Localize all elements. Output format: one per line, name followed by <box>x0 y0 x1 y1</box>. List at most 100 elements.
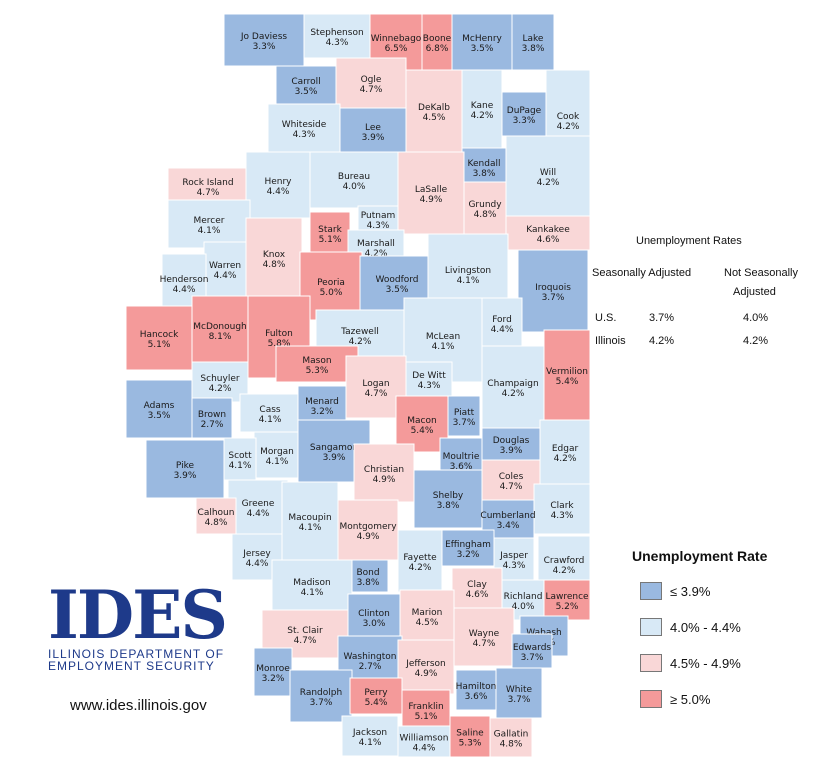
county-shape <box>261 609 349 659</box>
county-rate: 6.8% <box>426 44 449 54</box>
county-name: Morgan <box>260 447 294 457</box>
county-shape <box>453 607 515 667</box>
county-name: Jackson <box>352 728 387 738</box>
county-shape <box>357 205 399 233</box>
county-shape <box>353 443 415 503</box>
county-name: DuPage <box>507 106 542 116</box>
county-shape <box>297 385 347 425</box>
county-name: Monroe <box>256 664 290 674</box>
county-rate: 4.1% <box>198 226 221 236</box>
county-rate: 4.7% <box>197 188 220 198</box>
county-name: Edgar <box>552 444 579 454</box>
summary-col-nsa-1: Not Seasonally <box>724 267 798 279</box>
county-name: Grundy <box>468 200 502 210</box>
county-name: Kendall <box>468 159 501 169</box>
legend-swatch <box>640 582 662 600</box>
county-name: Stephenson <box>310 28 363 38</box>
county-shape <box>395 395 449 453</box>
county-shape <box>461 147 507 187</box>
county-name: Jo Daviess <box>240 32 288 42</box>
county-shape <box>335 57 407 109</box>
county-name: Henderson <box>160 275 209 285</box>
county-shape <box>349 677 403 715</box>
county-rate: 4.9% <box>373 475 396 485</box>
county-name: LaSalle <box>415 185 448 195</box>
county-rate: 3.7% <box>521 653 544 663</box>
county-name: Jasper <box>499 551 528 561</box>
county-name: St. Clair <box>287 626 323 636</box>
county-rate: 4.2% <box>471 111 494 121</box>
summary-col-nsa-2: Adjusted <box>733 286 776 298</box>
county-name: Hancock <box>140 330 179 340</box>
county-rate: 5.8% <box>268 339 291 349</box>
county-rate: 5.1% <box>415 712 438 722</box>
county-rate: 5.0% <box>320 288 343 298</box>
county-rate: 4.3% <box>326 38 349 48</box>
county-shape <box>195 497 237 535</box>
legend-label: ≤ 3.9% <box>670 583 711 599</box>
county-rate: 3.7% <box>310 698 333 708</box>
county-shape <box>543 579 591 621</box>
county-name: Stark <box>318 225 342 235</box>
county-name: Warren <box>209 261 241 271</box>
county-rate: 3.7% <box>453 418 476 428</box>
county-name: Kane <box>471 101 494 111</box>
county-rate: 3.5% <box>471 44 494 54</box>
county-rate: 4.1% <box>432 342 455 352</box>
county-name: Lake <box>523 34 544 44</box>
summary-row-label: U.S. <box>595 312 617 324</box>
county-rate: 3.9% <box>323 453 346 463</box>
county-rate: 3.9% <box>362 133 385 143</box>
legend-item: ≤ 3.9% <box>632 580 802 602</box>
county-rate: 5.4% <box>365 698 388 708</box>
county-shape <box>397 151 465 235</box>
county-rate: 4.9% <box>420 195 443 205</box>
county-rate: 4.1% <box>457 276 480 286</box>
county-rate: 4.2% <box>365 249 388 259</box>
county-rate: 4.3% <box>293 130 316 140</box>
county-rate: 4.4% <box>491 325 514 335</box>
ides-logo: IDES ILLINOIS DEPARTMENT OF EMPLOYMENT S… <box>48 582 248 672</box>
county-name: Effingham <box>445 540 491 550</box>
county-shape <box>413 469 483 529</box>
county-name: Logan <box>362 379 389 389</box>
county-rate: 5.2% <box>556 602 579 612</box>
county-shape <box>447 395 481 437</box>
county-name: DeKalb <box>418 103 450 113</box>
county-rate: 3.9% <box>174 471 197 481</box>
summary-row-sa: 3.7% <box>649 312 675 324</box>
logo-line-2: EMPLOYMENT SECURITY <box>48 659 215 673</box>
website-url[interactable]: www.ides.illinois.gov <box>70 697 207 714</box>
county-name: Marion <box>412 608 443 618</box>
county-name: Hamilton <box>456 682 497 692</box>
county-shape <box>275 345 359 383</box>
